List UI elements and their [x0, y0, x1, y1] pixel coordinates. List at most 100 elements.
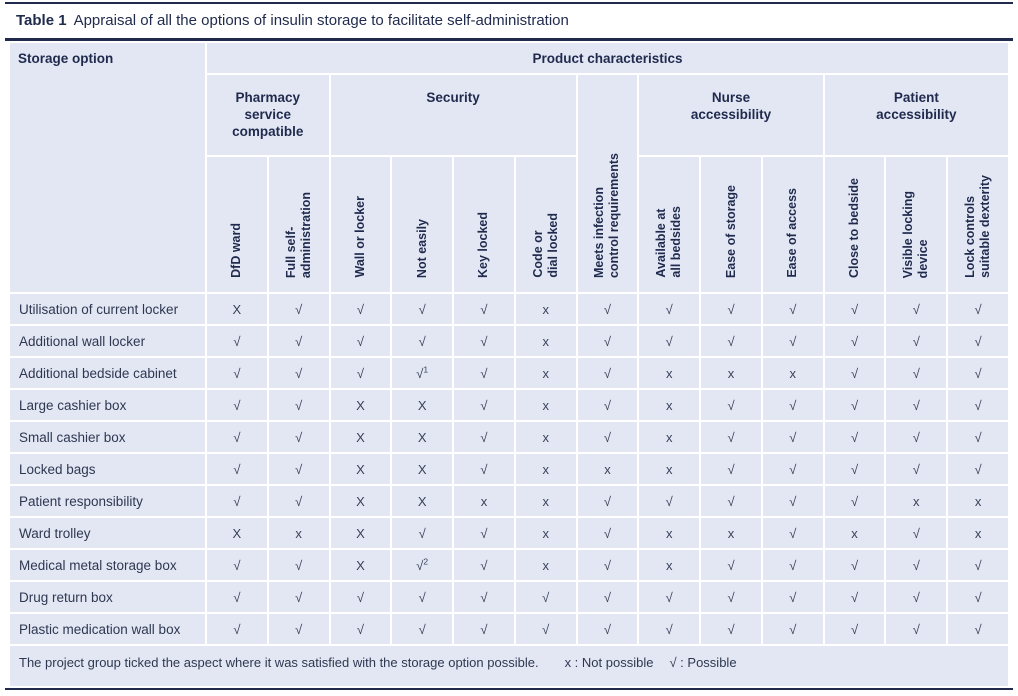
cell-value: √ [452, 420, 516, 454]
cell-value: √ [575, 420, 640, 454]
column-header-lock-controls-suitable-dexterity: Lock controls suitable dexterity [946, 155, 1010, 294]
cell-value: √ [266, 484, 331, 518]
rotated-label: Close to bedside [847, 177, 862, 278]
table-row: Drug return box √ √ √ √ √ √ √ √ √ √ √ √ √ [8, 580, 1010, 614]
table-row: Utilisation of current locker X √ √ √ √ x √ √ √ √ √… [8, 292, 1010, 326]
legend-not-possible: x : Not possible [564, 655, 654, 670]
cell-value: √ [699, 612, 763, 646]
cell-value: √ [575, 612, 640, 646]
cell-value: √ [390, 580, 455, 614]
title-divider-rule [5, 38, 1013, 41]
table-row: Additional wall locker √ √ √ √ √ x √ √ √ √ √ √ √ [8, 324, 1010, 358]
header-row-groups: Pharmacy service compatible Security Mee… [9, 73, 1011, 294]
table-row: Small cashier box √ √ X X √ x √ x √ √ √ √ √ [8, 420, 1010, 454]
cell-value: √ [760, 452, 825, 486]
cell-value: √ [760, 420, 825, 454]
table-title: Table 1 Appraisal of all the options of i… [16, 12, 569, 29]
cell-value: √ [266, 548, 331, 582]
cell-value: √ [884, 612, 949, 646]
rotated-label: Full self- administration [283, 191, 313, 278]
cell-value: √ [884, 388, 949, 422]
cell-value: √ [760, 516, 825, 550]
cell-value: X [390, 452, 455, 486]
cell-value: √ [452, 548, 516, 582]
column-header-wall-or-locker: Wall or locker [328, 155, 393, 294]
cell-value: √ [575, 516, 640, 550]
cell-value: √ [266, 452, 331, 486]
row-label: Medical metal storage box [8, 548, 207, 582]
column-header-ease-of-access: Ease of access [760, 155, 825, 294]
cell-value: √ [575, 388, 640, 422]
cell-value: √ [205, 324, 269, 358]
cell-value: x [513, 420, 578, 454]
cell-value: √ [452, 324, 516, 358]
cell-value: x [637, 388, 702, 422]
cell-value: √ [822, 420, 887, 454]
cell-value: √ [328, 324, 393, 358]
cell-value: x [513, 484, 578, 518]
cell-value: √ [946, 356, 1010, 390]
cell-value: √ [699, 580, 763, 614]
cell-value: √ [205, 580, 269, 614]
cell-value: X [390, 484, 455, 518]
cell-value: √ [575, 292, 640, 326]
cell-value: x [946, 484, 1010, 518]
cell-value: √ [452, 292, 516, 326]
cell-value: √ [452, 580, 516, 614]
cell-value: √ [637, 580, 702, 614]
cell-value: √ [513, 612, 578, 646]
table-row: Medical metal storage box √ √ X √2 √ x √ x √ √ √ √ √ [8, 548, 1010, 582]
cell-value: √ [946, 292, 1010, 326]
top-rule [5, 2, 1013, 4]
cell-value: √ [822, 484, 887, 518]
cell-value: √ [637, 324, 702, 358]
cell-value: √ [822, 356, 887, 390]
cell-value: √ [637, 484, 702, 518]
row-label: Utilisation of current locker [8, 292, 207, 326]
cell-value: √ [822, 580, 887, 614]
cell-value: √ [946, 612, 1010, 646]
row-label: Additional bedside cabinet [8, 356, 207, 390]
rotated-label: Wall or locker [352, 196, 367, 278]
rotated-label: Lock controls suitable dexterity [963, 175, 993, 278]
column-header-code-or-dial-locked: Code or dial locked [513, 155, 578, 294]
cell-value: √ [266, 388, 331, 422]
cell-value: √ [884, 324, 949, 358]
cell-value: √ [266, 292, 331, 326]
cell-value: x [575, 452, 640, 486]
cell-value: √ [760, 548, 825, 582]
column-header-meets-infection-control-requirements: Meets infection control requirements [575, 73, 640, 294]
rotated-label: DfD ward [229, 223, 244, 278]
cell-value: √ [822, 292, 887, 326]
cell-value: √ [575, 484, 640, 518]
rotated-label: Meets infection control requirements [592, 152, 622, 278]
footnote-row: The project group ticked the aspect wher… [8, 644, 1010, 688]
cell-value: √ [699, 292, 763, 326]
cell-value: √ [760, 324, 825, 358]
header-row-columns: DfD ward Full self- administration Wall or… [9, 155, 1010, 294]
cell-value: √ [575, 548, 640, 582]
cell-value: √ [699, 548, 763, 582]
cell-value: √1 [390, 356, 455, 390]
appraisal-table: Storage option Product characteristics P… [8, 41, 1011, 688]
rotated-label: Ease of storage [723, 184, 738, 278]
cell-value: √ [266, 580, 331, 614]
row-label: Additional wall locker [8, 324, 207, 358]
cell-value: X [328, 388, 393, 422]
cell-value: √ [760, 484, 825, 518]
cell-value: √ [452, 516, 516, 550]
cell-value: √ [760, 292, 825, 326]
cell-value: X [328, 484, 393, 518]
cell-value: √ [575, 580, 640, 614]
cell-value: √ [390, 324, 455, 358]
cell-value: √ [760, 388, 825, 422]
cell-value: √ [884, 580, 949, 614]
cell-value: x [513, 388, 578, 422]
cell-value: √ [390, 516, 455, 550]
cell-value: x [699, 516, 763, 550]
cell-value: √ [699, 388, 763, 422]
rotated-label: Visible locking device [901, 190, 931, 278]
appraisal-table-container: Storage option Product characteristics P… [8, 41, 1011, 688]
row-label: Small cashier box [8, 420, 207, 454]
